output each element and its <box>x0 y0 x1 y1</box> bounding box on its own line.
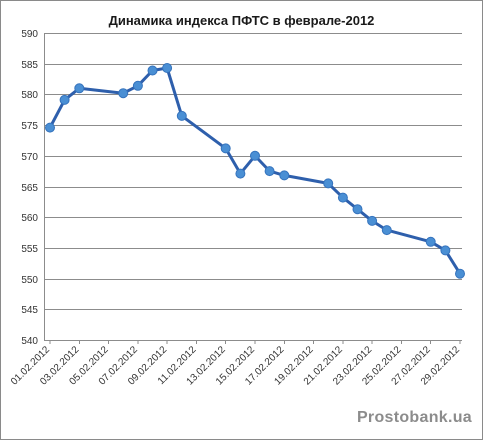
y-tick-label: 580 <box>21 90 38 101</box>
data-point <box>381 225 392 236</box>
data-point <box>59 94 70 105</box>
data-point <box>162 63 173 73</box>
data-point <box>367 215 378 226</box>
data-point <box>337 192 348 203</box>
watermark-text: Prostobank.ua <box>356 409 472 426</box>
y-tick-label: 585 <box>21 60 38 71</box>
y-tick-label: 555 <box>21 244 38 255</box>
data-point <box>220 143 231 154</box>
data-point <box>45 122 55 133</box>
data-point <box>176 110 187 121</box>
data-point <box>455 268 465 279</box>
data-point <box>74 83 85 94</box>
y-tick-label: 560 <box>21 213 38 224</box>
y-tick-label: 545 <box>21 305 38 316</box>
y-tick-label: 540 <box>21 336 38 347</box>
y-tick-label: 575 <box>21 121 38 132</box>
data-point <box>147 65 158 76</box>
data-point <box>264 166 275 177</box>
data-point <box>132 80 143 91</box>
data-point <box>250 150 260 161</box>
chart-title: Динамика индекса ПФТС в феврале-2012 <box>108 13 375 28</box>
data-point <box>352 204 363 215</box>
data-point <box>118 88 129 99</box>
y-tick-label: 590 <box>21 29 38 40</box>
data-point <box>279 170 290 181</box>
data-point <box>440 245 451 256</box>
data-point <box>323 178 334 189</box>
y-tick-label: 570 <box>21 152 38 163</box>
y-tick-label: 565 <box>21 183 38 194</box>
data-point <box>235 168 246 179</box>
y-tick-label: 550 <box>21 275 38 286</box>
series-line <box>48 66 462 275</box>
data-point <box>425 236 436 247</box>
